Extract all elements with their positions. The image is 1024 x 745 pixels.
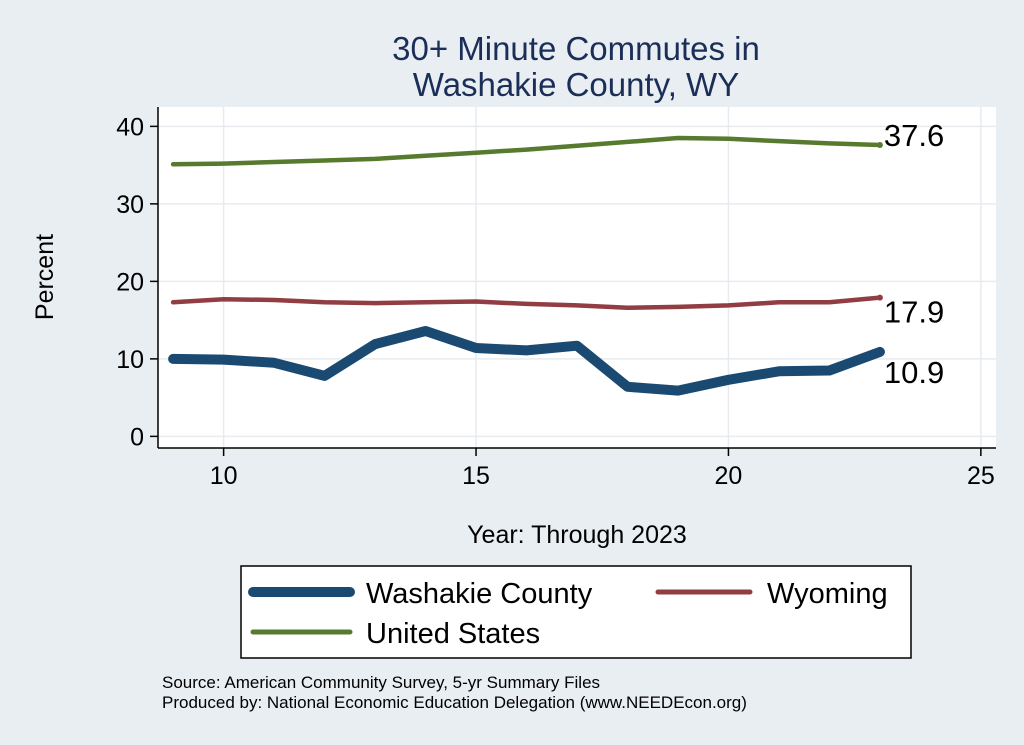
legend: Washakie County Wyoming United States [240, 565, 912, 659]
series-line-wyoming [170, 295, 883, 310]
legend-label-washakie: Washakie County [366, 578, 593, 610]
x-tick-label-20: 20 [715, 462, 743, 490]
end-label-united-states: 37.6 [884, 118, 944, 153]
x-axis-ticks: 10 15 20 25 [210, 448, 995, 490]
x-axis-label: Year: Through 2023 [467, 521, 687, 549]
legend-label-united-states: United States [366, 618, 540, 650]
y-axis-label: Percent [31, 234, 59, 320]
y-tick-label-20: 20 [116, 268, 144, 296]
plot-area [158, 107, 996, 448]
end-labels: 37.6 17.9 10.9 [884, 118, 944, 390]
series-end-point-wyoming [876, 294, 883, 301]
x-tick-label-15: 15 [462, 462, 490, 490]
series-layer [168, 135, 885, 396]
chart-title-line-2: Washakie County, WY [413, 66, 739, 103]
series-end-point-washakie-county [876, 348, 883, 355]
legend-box [240, 565, 912, 659]
chart-title-line-1: 30+ Minute Commutes in [392, 30, 760, 67]
series-line-united-states [170, 135, 883, 167]
end-label-wyoming: 17.9 [884, 295, 944, 330]
produced-by-note: Produced by: National Economic Education… [162, 693, 747, 712]
series-line-washakie-county [168, 326, 885, 396]
source-note: Source: American Community Survey, 5-yr … [162, 673, 600, 692]
end-label-washakie-county: 10.9 [884, 355, 944, 390]
y-tick-label-30: 30 [116, 191, 144, 219]
y-tick-label-40: 40 [116, 113, 144, 141]
y-axis-ticks: 0 10 20 30 40 [116, 113, 158, 451]
series-end-point-united-states [876, 141, 883, 148]
y-tick-label-0: 0 [130, 423, 144, 451]
legend-label-wyoming: Wyoming [767, 578, 888, 610]
y-tick-label-10: 10 [116, 346, 144, 374]
x-tick-label-25: 25 [967, 462, 995, 490]
x-tick-label-10: 10 [210, 462, 238, 490]
